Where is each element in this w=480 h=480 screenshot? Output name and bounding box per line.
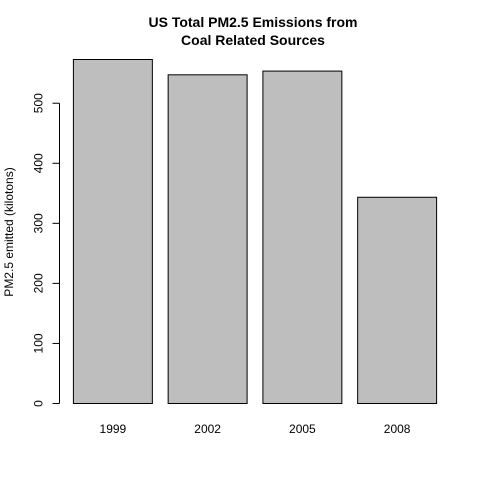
x-label-2008: 2008 bbox=[384, 422, 411, 436]
y-axis-title: PM2.5 emitted (kilotons) bbox=[2, 167, 16, 296]
y-tick-label-300: 300 bbox=[32, 213, 46, 233]
bars-group bbox=[72, 59, 438, 404]
y-tick-label-0: 0 bbox=[32, 400, 46, 407]
y-tick-label-400: 400 bbox=[32, 153, 46, 173]
x-axis-labels: 1999 2002 2005 2008 bbox=[100, 422, 411, 436]
y-tick-label-200: 200 bbox=[32, 273, 46, 293]
chart-title-line-1: US Total PM2.5 Emissions from bbox=[148, 14, 357, 30]
x-label-2002: 2002 bbox=[194, 422, 221, 436]
bar-1999 bbox=[72, 59, 153, 404]
bar-2005 bbox=[262, 70, 343, 404]
y-axis: 0 100 200 300 400 500 bbox=[32, 93, 60, 407]
x-label-1999: 1999 bbox=[100, 422, 127, 436]
chart-title-line-2: Coal Related Sources bbox=[181, 32, 325, 48]
y-tick-label-500: 500 bbox=[32, 93, 46, 113]
bar-2008 bbox=[357, 196, 438, 404]
x-label-2005: 2005 bbox=[289, 422, 316, 436]
bar-2002 bbox=[167, 74, 248, 404]
y-tick-label-100: 100 bbox=[32, 333, 46, 353]
